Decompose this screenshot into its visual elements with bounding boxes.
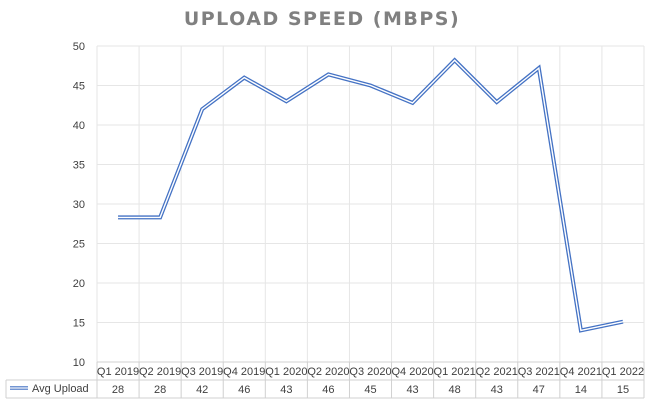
y-tick-label: 40: [73, 120, 85, 132]
y-axis: 10 15 20 25 30 35 40 45 50: [73, 41, 85, 369]
series-line-avg-upload: [118, 57, 624, 333]
data-point: [369, 84, 373, 88]
data-point: [537, 66, 541, 70]
x-tick-label: Q4 2020: [391, 366, 433, 378]
y-tick-label: 15: [73, 318, 85, 330]
x-tick-label: Q3 2020: [349, 366, 391, 378]
x-tick-label: Q4 2019: [223, 366, 265, 378]
x-tick-label: Q1 2020: [265, 366, 307, 378]
series-line-avg-upload-core: [118, 59, 624, 332]
data-table-cell: 48: [449, 384, 461, 396]
x-tick-label: Q3 2019: [181, 366, 223, 378]
x-tick-label: Q1 2022: [602, 366, 644, 378]
y-tick-label: 45: [73, 81, 85, 93]
data-table-cell: 45: [364, 384, 376, 396]
data-point: [411, 101, 415, 105]
y-tick-label: 25: [73, 239, 85, 251]
data-point: [158, 215, 162, 219]
data-point: [453, 58, 457, 62]
x-tick-label: Q2 2021: [476, 366, 518, 378]
chart-title: UPLOAD SPEED (MBPS): [184, 8, 460, 30]
data-table-cell: 42: [196, 384, 208, 396]
data-table-cell: 46: [238, 384, 250, 396]
x-tick-label: Q3 2021: [518, 366, 560, 378]
x-tick-label: Q2 2020: [307, 366, 349, 378]
data-table-cell: 28: [112, 384, 124, 396]
data-table-cell: 43: [491, 384, 503, 396]
y-tick-label: 35: [73, 160, 85, 172]
data-table-cell: 47: [533, 384, 545, 396]
x-tick-label: Q4 2021: [560, 366, 602, 378]
data-point: [200, 107, 204, 111]
data-table-cell: 28: [154, 384, 166, 396]
data-table-cell: 14: [575, 384, 587, 396]
gridlines: [96, 45, 645, 363]
data-table-cell: 46: [322, 384, 334, 396]
data-point: [284, 99, 288, 103]
data-point: [116, 215, 120, 219]
x-tick-label: Q1 2019: [97, 366, 139, 378]
data-point: [326, 72, 330, 76]
legend-label: Avg Upload: [32, 383, 89, 395]
data-table-cell: 43: [280, 384, 292, 396]
y-tick-label: 30: [73, 199, 85, 211]
x-tick-label: Q1 2021: [434, 366, 476, 378]
series-lines: [116, 57, 625, 333]
data-point: [579, 328, 583, 332]
y-tick-label: 10: [73, 357, 85, 369]
data-table: Q1 2019 Q2 2019 Q3 2019 Q4 2019 Q1 2020 Q2 20…: [5, 361, 645, 399]
y-tick-label: 20: [73, 278, 85, 290]
x-tick-label: Q2 2019: [139, 366, 181, 378]
data-table-cell: 43: [406, 384, 418, 396]
data-point: [495, 100, 499, 104]
data-table-cell: 15: [617, 384, 629, 396]
y-tick-label: 50: [73, 41, 85, 53]
data-point: [242, 76, 246, 80]
data-point: [621, 320, 625, 324]
